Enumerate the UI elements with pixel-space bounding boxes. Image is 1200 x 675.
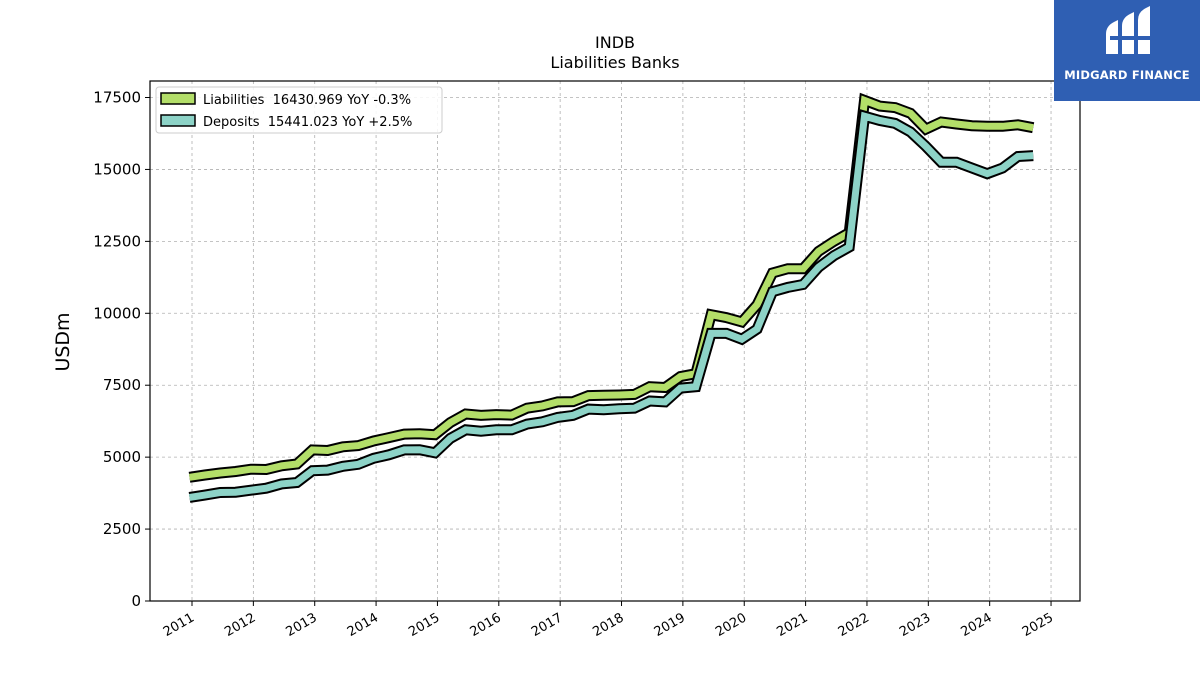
legend-label-liabilities: Liabilities 16430.969 YoY -0.3% bbox=[203, 93, 411, 108]
legend-swatch-deposits bbox=[160, 114, 196, 127]
series-line-deposits bbox=[188, 111, 1034, 501]
x-tick-label: 2011 bbox=[161, 610, 197, 640]
x-tick-label: 2023 bbox=[897, 610, 933, 640]
series-line-liabilities bbox=[188, 95, 1034, 481]
x-tick-label: 2020 bbox=[713, 610, 749, 640]
x-tick-label: 2014 bbox=[345, 610, 381, 640]
y-tick-label: 12500 bbox=[93, 232, 141, 250]
x-tick-label: 2021 bbox=[774, 610, 810, 640]
y-tick-label: 5000 bbox=[103, 448, 141, 466]
x-tick-label: 2013 bbox=[284, 610, 320, 640]
series-outline-liabilities bbox=[188, 92, 1035, 483]
midgard-logo-icon bbox=[1106, 6, 1150, 54]
y-axis: 0 2500 5000 7500 10000 12500 15000 17500 bbox=[93, 89, 150, 610]
plot-frame bbox=[149, 80, 1081, 602]
x-tick-label: 2017 bbox=[529, 610, 565, 640]
x-tick-label: 2018 bbox=[590, 610, 626, 640]
x-tick-label: 2019 bbox=[652, 610, 688, 640]
legend-swatch-liabilities bbox=[160, 92, 196, 105]
y-tick-label: 2500 bbox=[103, 520, 141, 538]
x-tick-label: 2016 bbox=[468, 610, 504, 640]
legend-box bbox=[155, 86, 443, 134]
midgard-finance-logo: MIDGARD FINANCE bbox=[1054, 0, 1200, 101]
x-tick-label: 2025 bbox=[1020, 610, 1056, 640]
y-axis-label: USDm bbox=[52, 312, 74, 371]
chart-title: INDB bbox=[595, 33, 635, 52]
grid-lines bbox=[150, 81, 1080, 602]
y-tick-label: 15000 bbox=[93, 160, 141, 178]
legend: Liabilities 16430.969 YoY -0.3% Deposits… bbox=[155, 86, 443, 134]
series-outline-deposits bbox=[188, 109, 1034, 503]
chart-subtitle: Liabilities Banks bbox=[550, 53, 679, 72]
x-tick-label: 2022 bbox=[836, 610, 872, 640]
y-tick-label: 17500 bbox=[93, 89, 141, 107]
x-tick-label: 2024 bbox=[959, 610, 995, 640]
x-tick-label: 2015 bbox=[406, 610, 442, 640]
y-tick-label: 10000 bbox=[93, 304, 141, 322]
series-layer bbox=[188, 92, 1035, 503]
x-axis: 2011 2012 2013 2014 2015 2016 2017 2018 2019 2020… bbox=[161, 601, 1056, 640]
logo-text: MIDGARD FINANCE bbox=[1064, 68, 1190, 82]
y-tick-label: 7500 bbox=[103, 376, 141, 394]
x-tick-label: 2012 bbox=[222, 610, 258, 640]
legend-label-deposits: Deposits 15441.023 YoY +2.5% bbox=[203, 115, 412, 130]
y-tick-label: 0 bbox=[131, 592, 141, 610]
